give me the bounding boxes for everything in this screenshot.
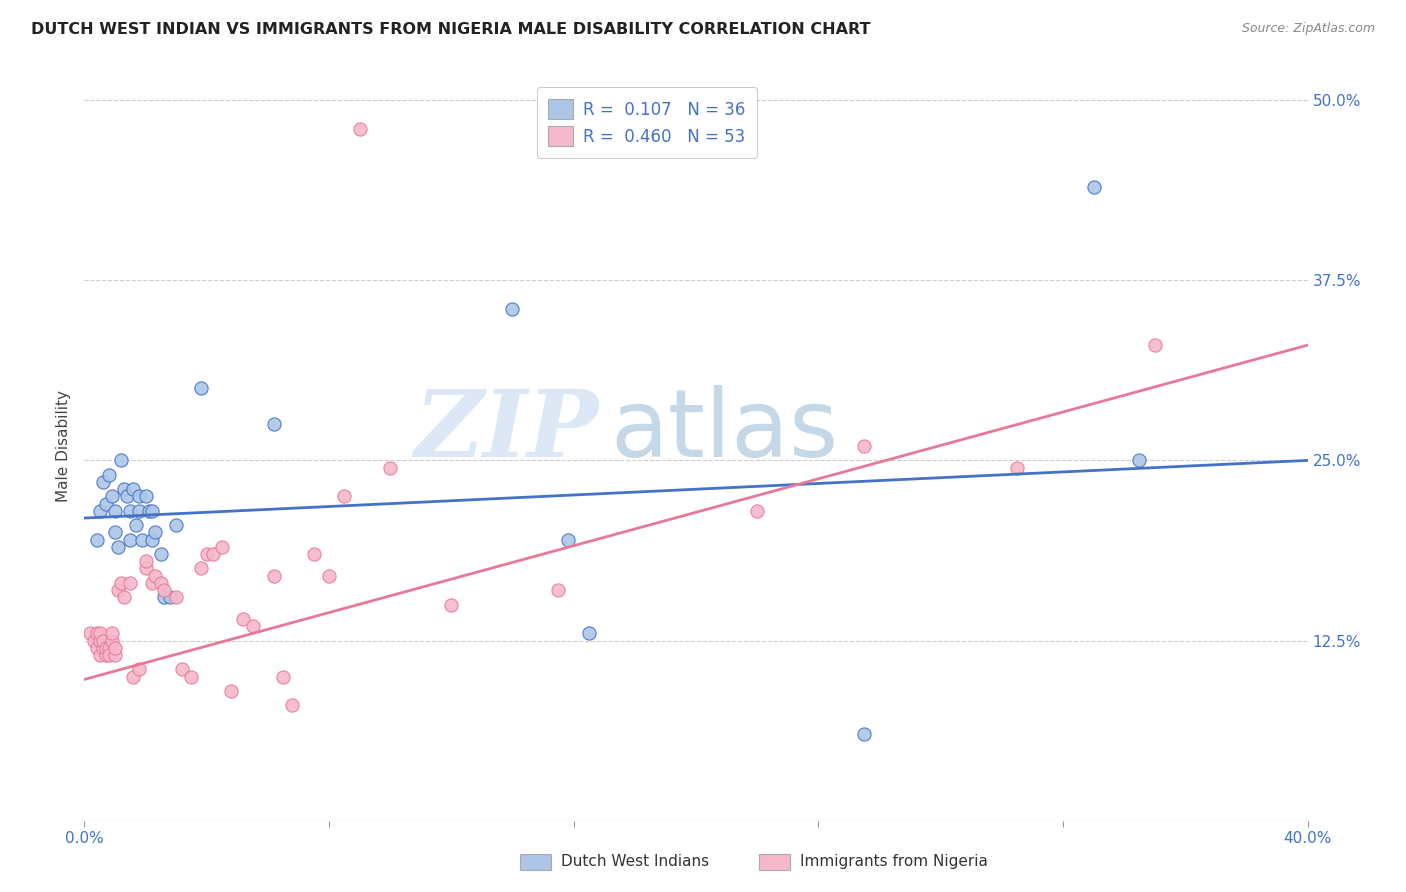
Point — [138, 504, 160, 518]
Point — [195, 547, 218, 561]
Point — [263, 568, 285, 582]
Point — [94, 497, 117, 511]
Text: Source: ZipAtlas.com: Source: ZipAtlas.com — [1241, 22, 1375, 36]
Point — [89, 504, 111, 518]
Point — [853, 727, 876, 741]
Point — [180, 669, 202, 683]
Point — [232, 612, 254, 626]
Point — [89, 648, 111, 662]
Point — [271, 669, 294, 683]
Text: DUTCH WEST INDIAN VS IMMIGRANTS FROM NIGERIA MALE DISABILITY CORRELATION CHART: DUTCH WEST INDIAN VS IMMIGRANTS FROM NIG… — [31, 22, 870, 37]
Y-axis label: Male Disability: Male Disability — [56, 390, 72, 502]
Point — [89, 626, 111, 640]
Text: ZIP: ZIP — [413, 386, 598, 476]
Point — [120, 533, 142, 547]
Point — [201, 547, 224, 561]
Point — [83, 633, 105, 648]
Point — [141, 533, 163, 547]
Point — [149, 575, 172, 590]
Point — [318, 568, 340, 582]
Point — [281, 698, 304, 713]
Point — [97, 467, 120, 482]
Point — [153, 591, 176, 605]
Point — [86, 533, 108, 547]
Point — [578, 626, 600, 640]
Point — [153, 583, 176, 598]
Point — [122, 482, 145, 496]
Point — [141, 575, 163, 590]
Point — [91, 640, 114, 655]
Point — [1128, 453, 1150, 467]
Point — [165, 518, 187, 533]
Point — [104, 525, 127, 540]
Point — [110, 575, 132, 590]
Text: Dutch West Indians: Dutch West Indians — [561, 855, 709, 869]
Text: atlas: atlas — [610, 385, 838, 477]
Point — [440, 598, 463, 612]
Point — [747, 504, 769, 518]
Point — [97, 648, 120, 662]
Point — [380, 460, 402, 475]
Legend: R =  0.107   N = 36, R =  0.460   N = 53: R = 0.107 N = 36, R = 0.460 N = 53 — [537, 87, 758, 158]
Point — [128, 490, 150, 504]
Point — [141, 504, 163, 518]
Point — [101, 626, 124, 640]
Point — [86, 640, 108, 655]
Point — [107, 540, 129, 554]
Point — [263, 417, 285, 432]
Point — [104, 504, 127, 518]
Point — [135, 561, 157, 575]
Point — [1083, 179, 1105, 194]
Point — [135, 554, 157, 568]
Point — [502, 302, 524, 317]
Point — [302, 547, 325, 561]
Point — [143, 525, 166, 540]
Point — [101, 490, 124, 504]
Point — [219, 684, 242, 698]
Point — [125, 518, 148, 533]
Point — [149, 547, 172, 561]
Point — [122, 669, 145, 683]
Text: Immigrants from Nigeria: Immigrants from Nigeria — [800, 855, 988, 869]
Point — [128, 504, 150, 518]
Point — [128, 662, 150, 676]
Point — [112, 482, 135, 496]
Point — [242, 619, 264, 633]
Point — [104, 640, 127, 655]
Point — [91, 475, 114, 489]
Point — [107, 583, 129, 598]
Point — [1143, 338, 1166, 352]
Point — [143, 568, 166, 582]
Point — [101, 633, 124, 648]
Point — [190, 381, 212, 395]
Point — [86, 626, 108, 640]
Point — [89, 633, 111, 648]
Point — [112, 591, 135, 605]
Point — [91, 633, 114, 648]
Point — [94, 648, 117, 662]
Point — [211, 540, 233, 554]
Point — [120, 575, 142, 590]
Point — [333, 490, 356, 504]
Point — [120, 504, 142, 518]
Point — [853, 439, 876, 453]
Point — [1005, 460, 1028, 475]
Point — [557, 533, 579, 547]
Point — [104, 648, 127, 662]
Point — [131, 533, 153, 547]
Point — [110, 453, 132, 467]
Point — [172, 662, 194, 676]
Point — [97, 640, 120, 655]
Point — [159, 591, 181, 605]
Point — [165, 591, 187, 605]
Point — [135, 490, 157, 504]
Point — [94, 640, 117, 655]
Point — [79, 626, 101, 640]
Point — [349, 122, 371, 136]
Point — [115, 490, 138, 504]
Point — [190, 561, 212, 575]
Point — [547, 583, 569, 598]
